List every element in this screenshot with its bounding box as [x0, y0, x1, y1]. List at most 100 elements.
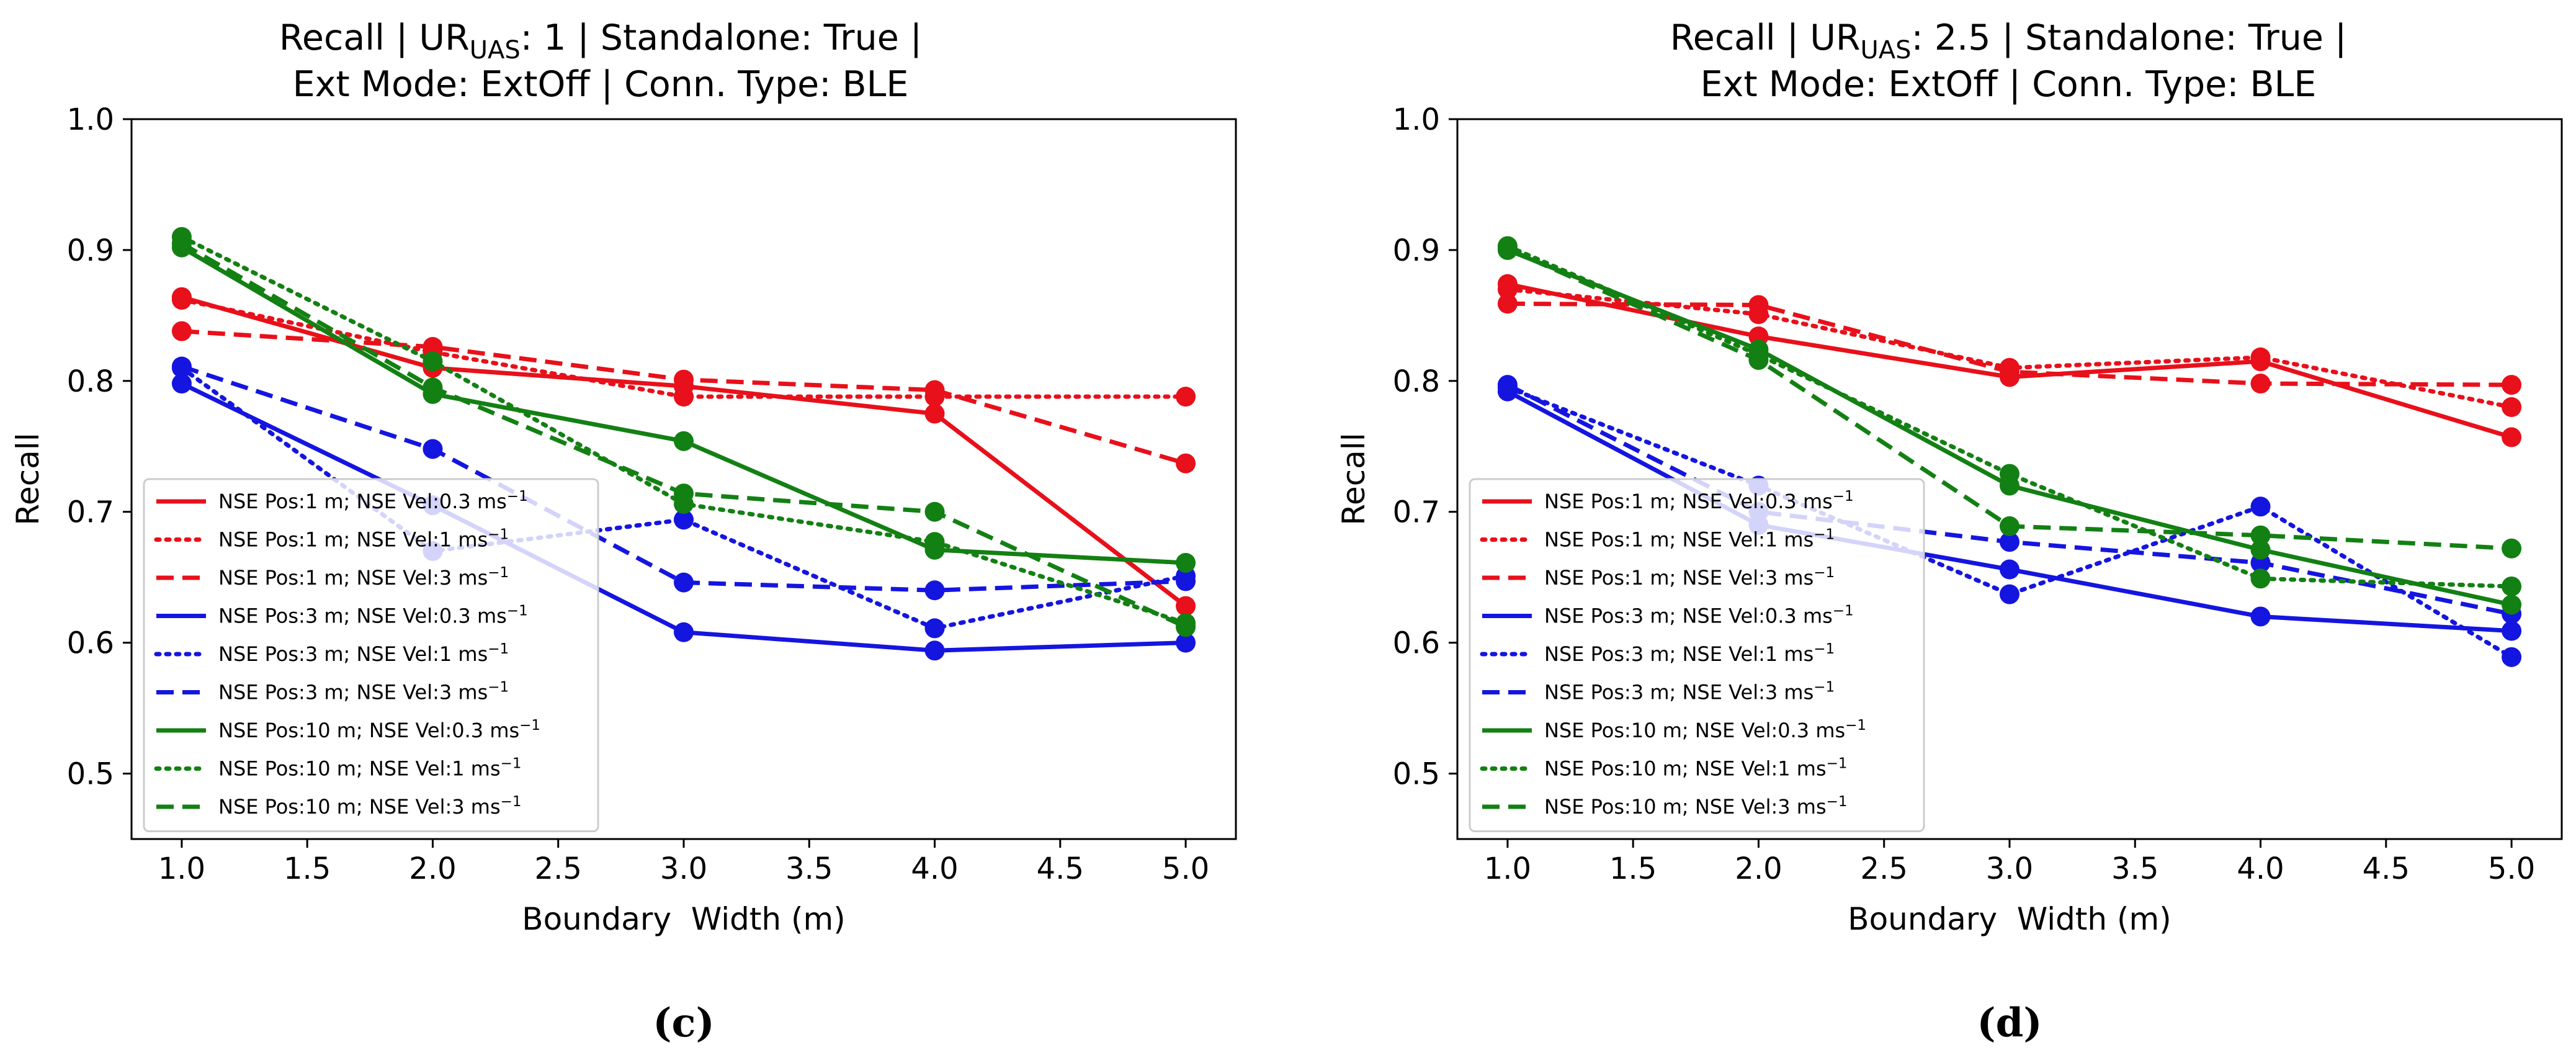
data-point: [2502, 621, 2522, 641]
y-tick-label: 0.5: [1393, 757, 1440, 792]
data-point: [1176, 387, 1196, 407]
data-point: [674, 622, 694, 642]
legend-label: NSE Pos:1 m; NSE Vel:1 ms: [1544, 528, 1813, 552]
data-point: [1176, 632, 1196, 653]
x-axis-label: Boundary Width (m): [522, 901, 845, 937]
title-subscript: UAS: [470, 36, 521, 65]
data-point: [2502, 595, 2522, 615]
data-point: [1176, 571, 1196, 591]
legend-box: [143, 478, 599, 832]
legend-entry: NSE Pos:3 m; NSE Vel:1 ms−1: [1544, 641, 1835, 666]
data-point: [1497, 375, 1518, 395]
y-tick-label: 0.7: [1393, 495, 1440, 530]
series-2: [1497, 294, 2522, 395]
legend-entry: NSE Pos:1 m; NSE Vel:3 ms−1: [218, 565, 509, 590]
x-tick-label: 1.0: [158, 851, 205, 886]
legend-label: NSE Pos:10 m; NSE Vel:0.3 ms: [1544, 719, 1845, 742]
legend-entry: NSE Pos:1 m; NSE Vel:1 ms−1: [218, 527, 509, 552]
legend-unit-superscript: −1: [488, 680, 509, 696]
title-part: Recall | UR: [279, 17, 470, 58]
data-point: [2000, 584, 2019, 604]
chart-title-line1: Recall | URUAS: 2.5 | Standalone: True |: [1670, 17, 2347, 65]
figure-caption: (c): [653, 1000, 715, 1046]
legend-entry: NSE Pos:10 m; NSE Vel:0.3 ms−1: [218, 717, 540, 742]
data-point: [1748, 350, 1769, 370]
x-tick-label: 3.0: [1986, 851, 2033, 886]
x-tick-label: 4.5: [1037, 851, 1084, 886]
legend-unit-superscript: −1: [1813, 680, 1835, 696]
data-point: [423, 439, 443, 459]
legend-unit-superscript: −1: [488, 641, 509, 657]
data-point: [2250, 606, 2271, 627]
data-point: [423, 351, 443, 372]
data-point: [924, 532, 945, 552]
data-point: [2502, 427, 2522, 447]
legend-entry: NSE Pos:1 m; NSE Vel:0.3 ms−1: [1544, 488, 1854, 513]
title-part: Recall | UR: [1670, 17, 1861, 58]
series-8: [1497, 238, 2522, 559]
x-tick-label: 1.5: [1609, 851, 1657, 886]
legend-unit-superscript: −1: [1813, 565, 1835, 581]
x-tick-label: 3.5: [785, 851, 833, 886]
legend-unit-superscript: −1: [507, 603, 528, 619]
data-point: [924, 403, 945, 424]
legend-entry: NSE Pos:3 m; NSE Vel:3 ms−1: [1544, 680, 1835, 704]
data-point: [171, 290, 192, 310]
legend-unit-superscript: −1: [507, 488, 528, 505]
legend-label: NSE Pos:1 m; NSE Vel:1 ms: [218, 528, 488, 552]
data-point: [171, 374, 192, 394]
y-tick-label: 0.6: [67, 626, 114, 661]
legend-label: NSE Pos:10 m; NSE Vel:1 ms: [218, 757, 501, 781]
data-point: [674, 483, 694, 504]
y-tick-label: 0.9: [67, 233, 114, 268]
data-point: [1176, 596, 1196, 616]
chart-title-line2: Ext Mode: ExtOff | Conn. Type: BLE: [1701, 64, 2317, 105]
data-point: [674, 572, 694, 593]
legend-unit-superscript: −1: [519, 717, 540, 734]
data-point: [1497, 279, 1518, 300]
legend-label: NSE Pos:1 m; NSE Vel:3 ms: [218, 566, 488, 590]
legend-label: NSE Pos:10 m; NSE Vel:1 ms: [1544, 757, 1827, 781]
legend-entry: NSE Pos:3 m; NSE Vel:0.3 ms−1: [218, 603, 528, 628]
x-axis-label: Boundary Width (m): [1848, 901, 2171, 937]
legend-unit-superscript: −1: [488, 527, 509, 543]
legend-entry: NSE Pos:10 m; NSE Vel:3 ms−1: [218, 794, 522, 819]
y-tick-label: 0.8: [67, 364, 114, 399]
data-point: [674, 431, 694, 451]
data-point: [924, 618, 945, 639]
data-point: [171, 356, 192, 377]
x-tick-label: 2.5: [535, 851, 582, 886]
legend-entry: NSE Pos:10 m; NSE Vel:0.3 ms−1: [1544, 717, 1866, 742]
legend-label: NSE Pos:10 m; NSE Vel:3 ms: [1544, 795, 1827, 819]
chart-title-line1: Recall | URUAS: 1 | Standalone: True |: [279, 17, 922, 65]
x-tick-label: 2.0: [1735, 851, 1782, 886]
series-line: [1505, 385, 2514, 660]
series-1: [1497, 279, 2522, 417]
legend-label: NSE Pos:3 m; NSE Vel:0.3 ms: [218, 604, 507, 628]
y-tick-label: 0.8: [1393, 364, 1440, 399]
series-8: [171, 233, 1196, 637]
legend-label: NSE Pos:3 m; NSE Vel:3 ms: [1544, 681, 1813, 704]
x-tick-label: 3.5: [2111, 851, 2158, 886]
data-point: [2000, 532, 2019, 552]
figure-caption: (d): [1977, 1000, 2042, 1046]
legend-label: NSE Pos:10 m; NSE Vel:3 ms: [218, 795, 501, 819]
legend-entry: NSE Pos:3 m; NSE Vel:0.3 ms−1: [1544, 603, 1854, 628]
series-5: [171, 356, 1196, 601]
data-point: [2250, 568, 2271, 589]
legend-label: NSE Pos:3 m; NSE Vel:1 ms: [218, 642, 488, 666]
data-point: [674, 510, 694, 530]
data-point: [2250, 539, 2271, 560]
data-point: [1748, 295, 1769, 315]
y-tick-label: 0.9: [1393, 233, 1440, 268]
legend-label: NSE Pos:3 m; NSE Vel:1 ms: [1544, 642, 1813, 666]
x-tick-label: 5.0: [1162, 851, 1209, 886]
x-tick-label: 5.0: [2488, 851, 2535, 886]
legend-unit-superscript: −1: [501, 794, 522, 810]
x-tick-label: 2.0: [409, 851, 456, 886]
series-line: [1505, 244, 2514, 589]
data-point: [924, 580, 945, 601]
legend-box: [1469, 478, 1925, 832]
